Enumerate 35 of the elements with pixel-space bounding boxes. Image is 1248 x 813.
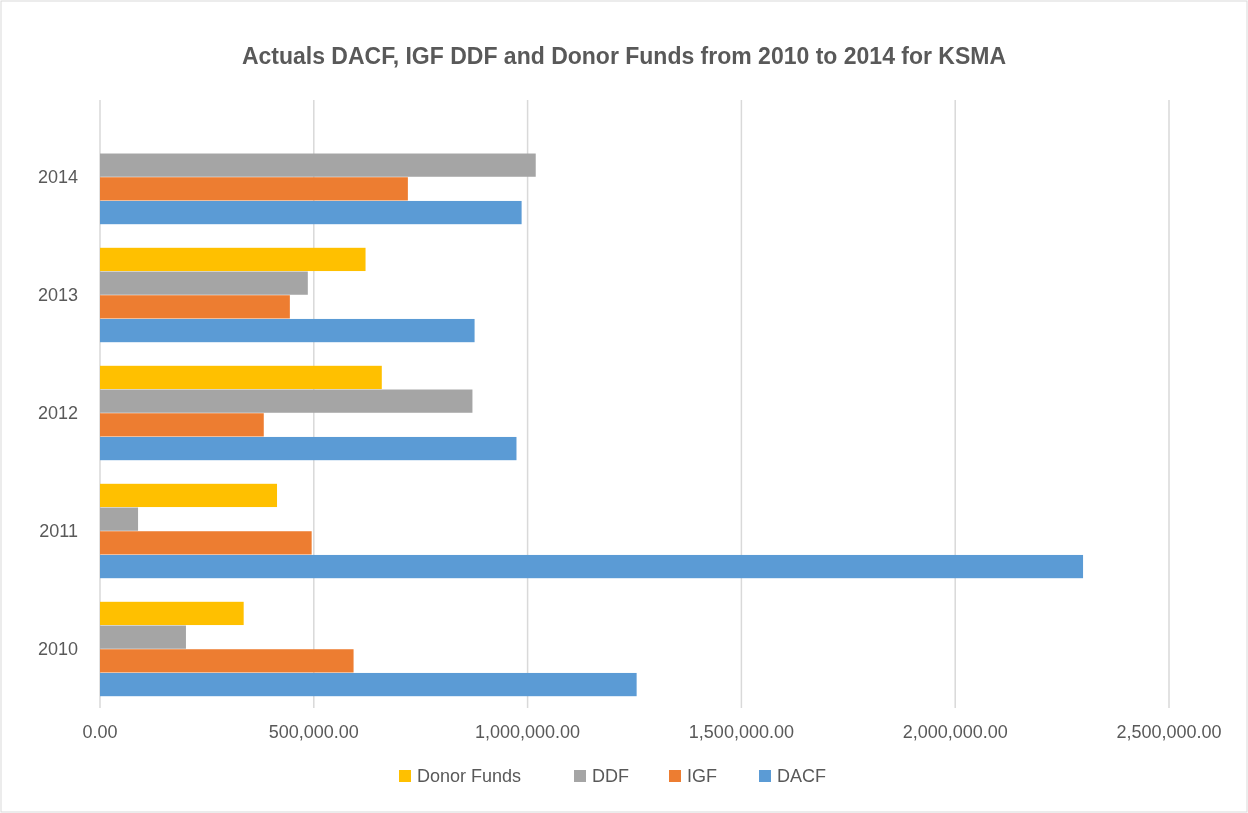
y-tick-label: 2012: [37, 403, 78, 423]
bar: [100, 389, 473, 413]
bar: [100, 649, 354, 673]
bar: [100, 177, 408, 201]
bar: [100, 531, 312, 555]
bar: [100, 365, 382, 390]
chart-title: Actuals DACF, IGF DDF and Donor Funds from 2010 to 2014 for KSMA: [241, 43, 1007, 69]
bar: [100, 247, 366, 272]
x-tick-label: 2,500,000.00: [1116, 722, 1222, 742]
bar: [100, 507, 139, 531]
legend-label: Donor Funds: [417, 766, 522, 786]
x-tick-label: 1,000,000.00: [475, 722, 581, 742]
legend-label: IGF: [687, 766, 717, 786]
bar: [100, 295, 290, 319]
bar: [100, 153, 536, 177]
x-tick-label: 2,000,000.00: [902, 722, 1008, 742]
bar: [100, 483, 278, 508]
legend-label: DDF: [592, 766, 629, 786]
bar: [100, 672, 637, 697]
y-tick-label: 2014: [37, 167, 78, 187]
legend-label: DACF: [777, 766, 826, 786]
x-tick-label: 0.00: [82, 722, 118, 742]
y-tick-label: 2013: [37, 285, 78, 305]
y-tick-label: 2011: [39, 521, 78, 541]
x-tick-label: 1,500,000.00: [688, 722, 794, 742]
bar: [100, 601, 244, 626]
bar: [100, 554, 1084, 579]
bar: [100, 625, 186, 649]
x-tick-label: 500,000.00: [268, 722, 359, 742]
bar: [100, 413, 264, 437]
bar: [100, 271, 308, 295]
y-tick-label: 2010: [37, 639, 78, 659]
bar: [100, 436, 517, 461]
bar: [100, 200, 522, 225]
bar: [100, 318, 475, 343]
